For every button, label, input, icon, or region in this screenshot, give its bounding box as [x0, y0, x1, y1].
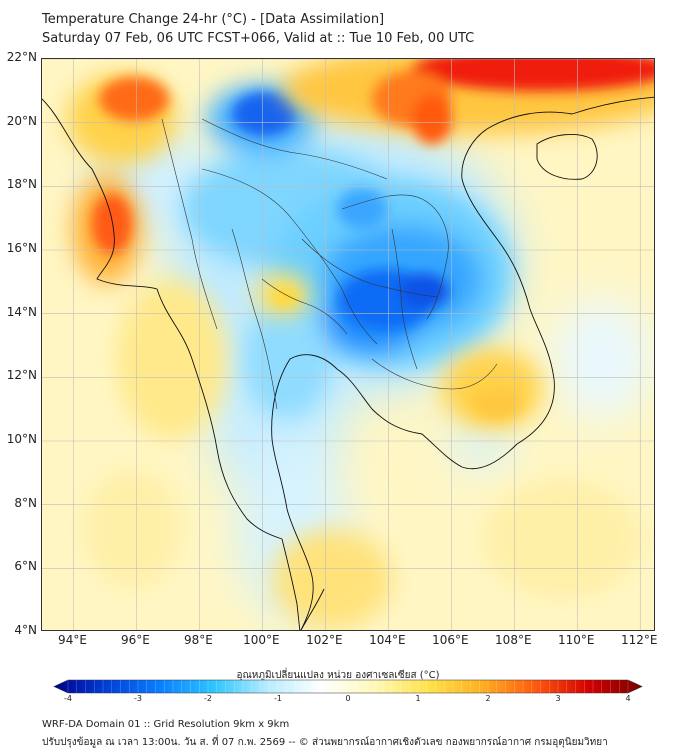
- coast-china: [571, 96, 654, 115]
- coast-gulf: [271, 354, 518, 630]
- coastlines: [42, 96, 654, 630]
- footer-credit: ปรับปรุงข้อมูล ณ เวลา 13:00น. วัน ส. ที่…: [42, 737, 608, 748]
- lon-tick-label: 112°E: [621, 633, 658, 647]
- lon-tick-label: 104°E: [369, 633, 406, 647]
- lat-tick-label: 16°N: [6, 241, 37, 255]
- temperature-change-map: [41, 58, 655, 631]
- colorbar-tick-label: 3: [555, 694, 561, 703]
- colorbar-tick-label: 0: [345, 694, 351, 703]
- admin-boundaries: [161, 118, 498, 410]
- footer-model-info: WRF-DA Domain 01 :: Grid Resolution 9km …: [42, 719, 290, 730]
- lon-tick-label: 94°E: [58, 633, 87, 647]
- colorbar-tick-label: -1: [274, 694, 282, 703]
- colorbar-tick-label: -2: [204, 694, 212, 703]
- lat-tick-label: 6°N: [14, 559, 37, 574]
- lon-tick-label: 110°E: [558, 633, 595, 647]
- boundary-7: [301, 238, 438, 298]
- lon-tick-label: 106°E: [432, 633, 469, 647]
- coast-hainan: [536, 133, 598, 180]
- lat-tick-label: 14°N: [6, 304, 37, 319]
- lon-tick-label: 96°E: [121, 633, 150, 647]
- colorbar-tick-label: -3: [134, 694, 142, 703]
- boundary-9: [391, 228, 418, 370]
- colorbar-tick-label: 1: [415, 694, 421, 703]
- lon-tick-label: 100°E: [243, 633, 280, 647]
- lon-tick-label: 98°E: [183, 633, 213, 647]
- lat-tick-label: 12°N: [6, 368, 37, 383]
- lat-tick-label: 20°N: [6, 113, 37, 128]
- coast-vietnam: [461, 111, 573, 445]
- lat-tick-label: 10°N: [6, 432, 37, 446]
- colorbar-tick-label: 4: [625, 694, 631, 703]
- boundary-6: [161, 118, 218, 330]
- colorbar-tick-label: 2: [485, 694, 491, 703]
- boundary-2: [341, 194, 449, 320]
- map-canvas: [42, 59, 654, 630]
- colorbar-tick-label: -4: [64, 694, 72, 703]
- boundary-8: [261, 278, 348, 335]
- lat-tick-label: 18°N: [6, 177, 37, 192]
- coast-andaman: [42, 98, 301, 630]
- lon-tick-label: 108°E: [495, 633, 532, 647]
- coast-malay: [300, 588, 325, 630]
- colorbar-ticks: -4 -3 -2 -1 0 1 2 3 4: [42, 694, 654, 708]
- lat-tick-label: 22°N: [6, 50, 37, 64]
- lat-tick-label: 8°N: [14, 495, 37, 510]
- chart-title: Temperature Change 24-hr (°C) - [Data As…: [42, 12, 385, 27]
- colorbar-gradient: [53, 679, 643, 694]
- chart-subtitle-valid-time: Saturday 07 Feb, 06 UTC FCST+066, Valid …: [42, 31, 475, 46]
- boundary-3: [231, 228, 278, 410]
- boundary-1: [201, 168, 378, 345]
- lon-tick-label: 102°E: [306, 633, 343, 647]
- colorbar-title: อุณหภูมิเปลี่ยนแปลง หน่วย องศาเซลเซียส (…: [236, 670, 440, 681]
- boundary-5: [371, 358, 498, 390]
- warming-peaks: [92, 59, 654, 419]
- boundary-4: [201, 118, 388, 180]
- lat-tick-label: 4°N: [14, 623, 37, 637]
- colorbar: [53, 679, 643, 694]
